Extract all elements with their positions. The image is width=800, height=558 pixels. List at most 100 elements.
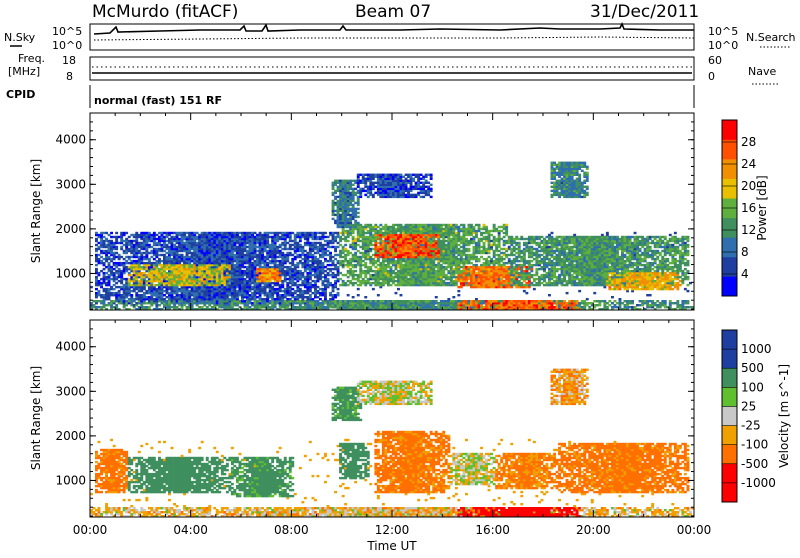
power-cell xyxy=(105,266,108,268)
freq-left-tick-top: 18 xyxy=(62,54,76,67)
power-cell xyxy=(312,274,315,276)
power-cell xyxy=(249,294,252,296)
power-cell xyxy=(130,260,133,262)
power-cell xyxy=(334,220,337,222)
power-cell xyxy=(158,294,161,296)
power-cell xyxy=(206,258,209,260)
power-cell xyxy=(432,258,435,260)
power-cell xyxy=(369,258,372,260)
power-cell xyxy=(193,294,196,296)
power-cell xyxy=(203,294,206,296)
power-cell xyxy=(372,234,375,236)
power-cell xyxy=(342,238,345,240)
power-cell xyxy=(110,236,113,238)
power-cell xyxy=(123,240,126,242)
power-cell xyxy=(153,284,156,286)
power-cell xyxy=(291,268,294,270)
power-cell xyxy=(344,258,347,260)
power-cell xyxy=(415,182,418,184)
power-cell xyxy=(359,252,362,254)
power-cell xyxy=(374,186,377,188)
power-cell xyxy=(337,260,340,262)
power-cell xyxy=(364,224,367,226)
power-cell xyxy=(339,214,342,216)
power-cell xyxy=(178,288,181,290)
power-cell xyxy=(198,306,201,308)
power-cell xyxy=(95,244,98,246)
power-cell xyxy=(239,258,242,260)
power-cell xyxy=(372,274,375,276)
power-cell xyxy=(118,236,121,238)
power-cell xyxy=(299,232,302,234)
power-cell xyxy=(181,294,184,296)
power-cell xyxy=(324,270,327,272)
power-cell xyxy=(155,260,158,262)
power-cell xyxy=(123,284,126,286)
power-cell xyxy=(246,258,249,260)
power-cell xyxy=(95,288,98,290)
power-cell xyxy=(412,224,415,226)
power-cell xyxy=(334,280,337,282)
power-cell xyxy=(387,226,390,228)
power-cell xyxy=(334,210,337,212)
power-cell xyxy=(306,232,309,234)
power-cell xyxy=(161,254,164,256)
power-cell xyxy=(372,254,375,256)
power-cell xyxy=(339,222,342,224)
power-cell xyxy=(291,300,294,302)
power-cell xyxy=(317,258,320,260)
power-cell xyxy=(271,282,274,284)
power-cell xyxy=(367,300,370,302)
power-cell xyxy=(329,258,332,260)
power-cell xyxy=(95,258,98,260)
power-cell xyxy=(108,258,111,260)
power-cell xyxy=(301,258,304,260)
power-cell xyxy=(435,306,438,308)
power-cell xyxy=(163,290,166,292)
power-cell xyxy=(108,288,111,290)
power-cell xyxy=(377,188,380,190)
power-cell xyxy=(105,238,108,240)
power-cell xyxy=(405,258,408,260)
power-cell xyxy=(334,236,337,238)
power-cell xyxy=(186,294,189,296)
power-cell xyxy=(251,262,254,264)
power-cell xyxy=(392,188,395,190)
power-cell xyxy=(327,254,330,256)
power-cell xyxy=(269,266,272,268)
power-cell xyxy=(352,258,355,260)
power-cell xyxy=(176,258,179,260)
power-cell xyxy=(276,288,279,290)
power-cell xyxy=(266,250,269,252)
power-cell xyxy=(440,264,443,266)
power-cell xyxy=(405,224,408,226)
power-cell xyxy=(286,242,289,244)
freq-panel: Freq. [MHz] 18 8 60 0 Nave xyxy=(8,52,778,84)
power-cell xyxy=(357,190,360,192)
power-cell xyxy=(286,266,289,268)
power-cell xyxy=(387,300,390,302)
power-cell xyxy=(281,232,284,234)
power-cell xyxy=(286,298,289,300)
power-cell xyxy=(271,294,274,296)
power-cell xyxy=(437,258,440,260)
power-cell xyxy=(135,294,138,296)
power-cell xyxy=(173,296,176,298)
power-cell xyxy=(279,250,282,252)
power-cell xyxy=(309,264,312,266)
power-cell xyxy=(407,180,410,182)
power-cell xyxy=(334,264,337,266)
power-cell xyxy=(367,258,370,260)
power-cell xyxy=(286,282,289,284)
power-cell xyxy=(239,232,242,234)
power-cell xyxy=(264,232,267,234)
power-cell xyxy=(173,244,176,246)
power-cell xyxy=(334,246,337,248)
power-cell xyxy=(163,232,166,234)
power-cell xyxy=(312,258,315,260)
power-cell xyxy=(304,250,307,252)
power-cell xyxy=(309,294,312,296)
power-cell xyxy=(319,294,322,296)
power-cell xyxy=(397,258,400,260)
power-cell xyxy=(100,300,103,302)
